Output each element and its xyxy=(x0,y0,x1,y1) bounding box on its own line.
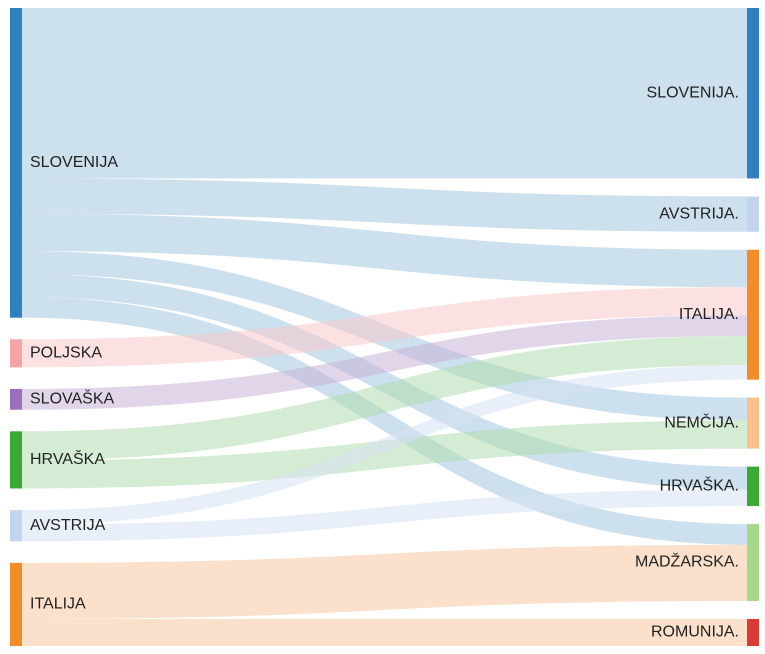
link-s_aut-to-t_hrv xyxy=(22,489,747,542)
link-s_slo-to-t_hrv xyxy=(22,274,747,490)
label-s_pol: POLJSKA xyxy=(30,345,102,362)
node-t_aut xyxy=(747,196,759,232)
node-s_hrv xyxy=(10,431,22,489)
node-s_pol xyxy=(10,339,22,368)
link-s_ita-to-t_rom xyxy=(22,618,747,646)
node-t_hun xyxy=(747,524,759,601)
node-s_ita xyxy=(10,562,22,646)
link-s_slo-to-t_hun xyxy=(22,296,747,545)
node-s_aut xyxy=(10,510,22,542)
node-t_hrv xyxy=(747,466,759,507)
node-t_ger xyxy=(747,397,759,449)
link-s_hrv-to-t_ger xyxy=(22,420,747,489)
node-t_ita xyxy=(747,249,759,380)
label-t_hun: MADŽARSKA. xyxy=(635,552,739,571)
label-t_hrv: HRVAŠKA. xyxy=(660,476,739,495)
link-s_slo-to-t_aut xyxy=(22,178,747,232)
label-t_aut: AVSTRIJA. xyxy=(659,205,739,222)
label-t_ger: NEMČIJA. xyxy=(664,412,739,431)
links-layer xyxy=(22,8,747,646)
node-s_svk xyxy=(10,388,22,410)
label-s_svk: SLOVAŠKA xyxy=(30,389,115,408)
nodes-layer xyxy=(10,8,759,646)
link-s_slo-to-t_slo xyxy=(22,8,747,179)
node-t_slo xyxy=(747,8,759,179)
link-s_pol-to-t_ita xyxy=(22,287,747,368)
label-s_aut: AVSTRIJA xyxy=(30,517,106,534)
label-s_hrv: HRVAŠKA xyxy=(30,449,105,468)
link-s_aut-to-t_ita xyxy=(22,365,747,525)
label-s_ita: ITALIJA xyxy=(30,596,86,613)
label-s_slo: SLOVENIJA xyxy=(30,154,118,171)
label-t_slo: SLOVENIJA. xyxy=(647,84,739,101)
label-t_ita: ITALIJA. xyxy=(679,306,739,323)
node-t_rom xyxy=(747,618,759,646)
label-t_rom: ROMUNIJA. xyxy=(651,624,739,641)
link-s_ita-to-t_hun xyxy=(22,544,747,619)
node-s_slo xyxy=(10,8,22,318)
link-s_svk-to-t_ita xyxy=(22,315,747,410)
link-s_hrv-to-t_ita xyxy=(22,336,747,461)
link-s_slo-to-t_ita xyxy=(22,213,747,288)
labels-layer: SLOVENIJA POLJSKA SLOVAŠKA HRVAŠKA AVSTRIJA I… xyxy=(30,84,739,640)
